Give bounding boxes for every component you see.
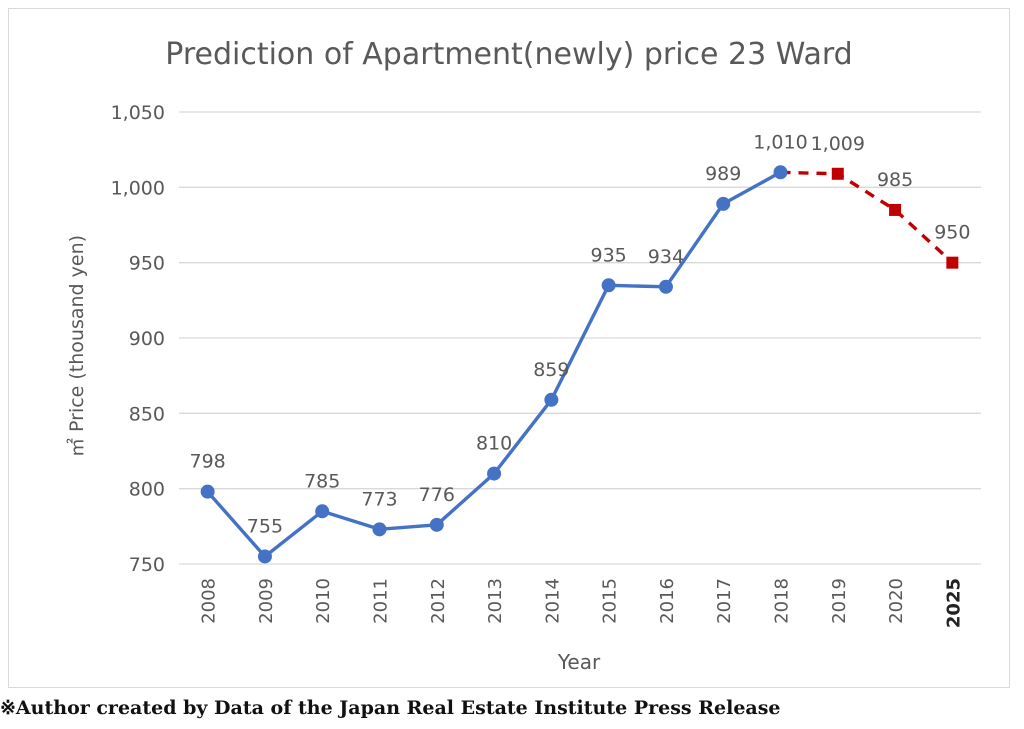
series-marker xyxy=(658,279,673,294)
data-label: 1,009 xyxy=(811,133,865,155)
x-tick-label: 2019 xyxy=(829,578,850,624)
chart-title: Prediction of Apartment(newly) price 23 … xyxy=(165,37,852,72)
series-marker xyxy=(544,392,559,407)
y-axis-title: ㎡ Price (thousand yen) xyxy=(65,235,88,457)
y-tick-label: 900 xyxy=(129,328,165,350)
x-tick-label: 2016 xyxy=(657,578,678,624)
series-marker xyxy=(889,203,902,216)
series-marker xyxy=(257,549,272,564)
x-tick-label: 2009 xyxy=(256,578,277,624)
data-label: 785 xyxy=(304,470,340,492)
chart-frame: Prediction of Apartment(newly) price 23 … xyxy=(8,8,1010,688)
series-marker xyxy=(831,167,844,180)
y-tick-label: 1,000 xyxy=(111,177,165,199)
data-label: 773 xyxy=(361,488,397,510)
series-marker xyxy=(429,517,444,532)
data-label: 798 xyxy=(190,451,226,473)
x-tick-label: 2025 xyxy=(943,578,964,628)
series-markers xyxy=(200,165,959,564)
x-axis-title: Year xyxy=(557,650,601,674)
series-marker xyxy=(946,256,959,269)
x-tick-label: 2010 xyxy=(313,578,334,624)
data-label: 989 xyxy=(705,163,741,185)
x-tick-label: 2013 xyxy=(485,578,506,624)
x-tick-label: 2012 xyxy=(428,578,449,624)
data-label: 950 xyxy=(934,222,970,244)
data-label: 810 xyxy=(476,433,512,455)
y-tick-label: 750 xyxy=(129,554,165,576)
y-tick-label: 850 xyxy=(129,403,165,425)
data-label: 985 xyxy=(877,169,913,191)
y-tick-label: 1,050 xyxy=(111,102,165,124)
series-marker xyxy=(315,504,330,519)
series-line xyxy=(780,170,954,264)
line-chart: Prediction of Apartment(newly) price 23 … xyxy=(65,37,981,674)
x-tick-label: 2018 xyxy=(772,578,793,624)
y-tick-label: 800 xyxy=(129,479,165,501)
x-tick-label: 2008 xyxy=(199,578,220,624)
y-tick-labels: 750 800 850 900 950 1,000 1,050 xyxy=(111,102,165,576)
x-tick-label: 2020 xyxy=(886,578,907,624)
data-label: 1,010 xyxy=(753,131,807,153)
x-tick-label: 2015 xyxy=(600,578,621,624)
x-tick-label: 2017 xyxy=(714,578,735,624)
y-tick-label: 950 xyxy=(129,253,165,275)
data-label: 935 xyxy=(591,244,627,266)
series-lines xyxy=(206,170,954,559)
series-marker xyxy=(372,522,387,537)
series-marker xyxy=(773,165,788,180)
data-label: 776 xyxy=(419,484,455,506)
data-labels: 798 755 785 773 776 810 859 935 934 989 1,010 1,009… xyxy=(190,131,971,537)
data-label: 859 xyxy=(533,359,569,381)
data-label: 934 xyxy=(648,246,684,268)
series-marker xyxy=(200,484,215,499)
data-label: 755 xyxy=(247,515,283,537)
series-marker xyxy=(716,196,731,211)
series-marker xyxy=(487,466,502,481)
x-tick-labels: 2008 2009 2010 2011 2012 2013 2014 2015 2016 2017… xyxy=(199,578,965,628)
source-footnote: ※Author created by Data of the Japan Rea… xyxy=(0,697,781,719)
x-tick-label: 2011 xyxy=(371,578,392,624)
series-marker xyxy=(601,278,616,293)
x-tick-label: 2014 xyxy=(542,578,563,624)
gridlines xyxy=(179,111,981,565)
series-line xyxy=(206,170,782,559)
